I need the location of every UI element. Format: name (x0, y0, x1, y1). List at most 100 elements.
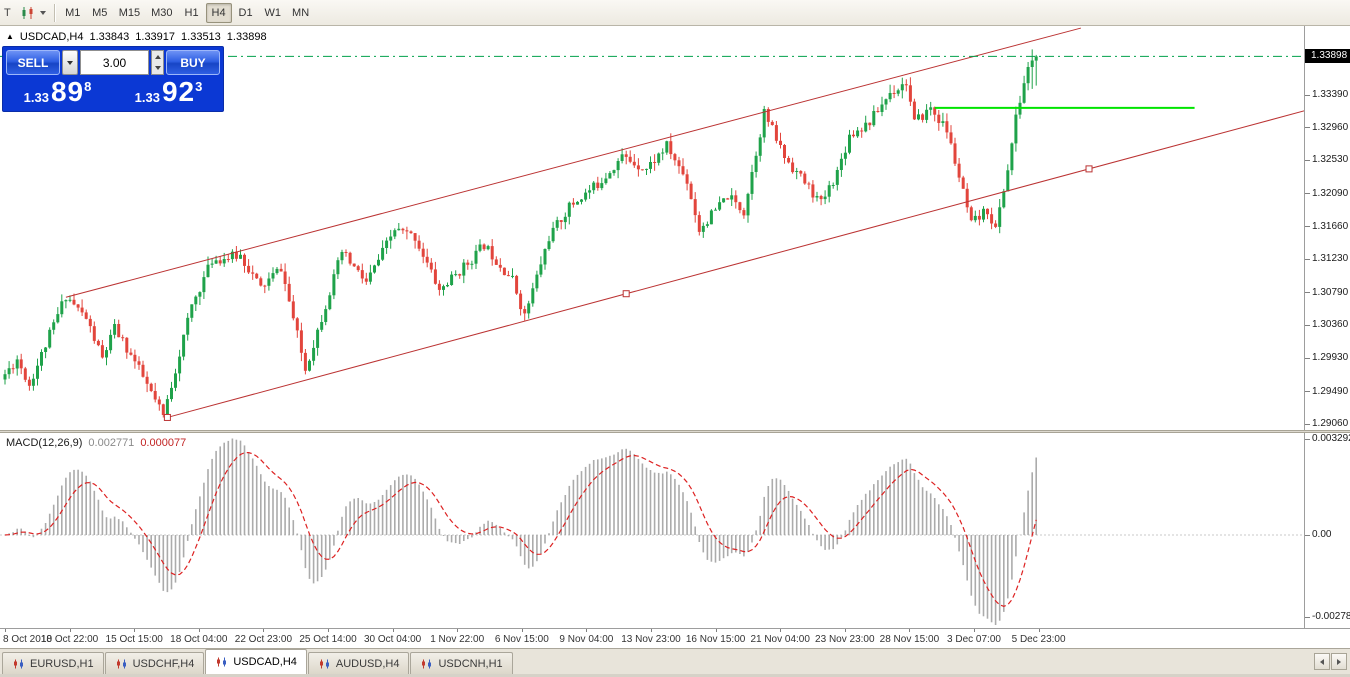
price-axis-tick (1305, 423, 1310, 425)
chart-tab-usdcad[interactable]: USDCAD,H4 (205, 649, 307, 674)
macd-axis-label: 0.00 (1312, 529, 1332, 540)
price-axis-label: 1.30790 (1312, 286, 1349, 298)
macd-axis[interactable]: 0.003292 0.00 -0.002787 (1304, 433, 1350, 628)
timeframe-button-d1[interactable]: D1 (233, 3, 259, 23)
time-axis-tick (651, 629, 652, 632)
price-axis-label: 1.32960 (1312, 121, 1349, 133)
ask-big-figure: 1.33 (134, 90, 160, 105)
chart-tab-eurusd[interactable]: EURUSD,H1 (2, 652, 104, 674)
ohlc-high: 1.33917 (135, 31, 176, 43)
time-axis-label: 5 Dec 23:00 (1011, 634, 1066, 645)
time-axis-label: 13 Nov 23:00 (621, 634, 681, 645)
timeframe-button-m1[interactable]: M1 (60, 3, 86, 23)
macd-main-value: 0.002771 (88, 437, 135, 449)
chart-tab-audusd[interactable]: AUDUSD,H4 (307, 652, 410, 674)
chevron-down-icon[interactable] (39, 10, 46, 15)
chart-tab-label: AUDUSD,H4 (335, 657, 400, 670)
chevron-down-icon (67, 60, 73, 65)
timeframe-button-h4[interactable]: H4 (205, 2, 232, 23)
price-axis-label: 1.32530 (1312, 154, 1349, 166)
pane-divider[interactable] (0, 430, 1350, 433)
bid-big-figure: 1.33 (23, 90, 49, 105)
timeframe-buttons-group: M1 M5 M15 M30 H1 H4 D1 W1 MN (60, 2, 314, 23)
time-axis-tick (5, 629, 6, 632)
time-axis-label: 15 Oct 15:00 (105, 634, 163, 645)
bid-pips: 89 (50, 76, 85, 107)
stepper-down-icon[interactable] (152, 63, 163, 75)
chart-tab-label: USDCNH,H1 (438, 657, 503, 670)
chart-tab-label: USDCAD,H4 (233, 656, 297, 668)
price-axis-tick (1305, 258, 1310, 260)
time-axis-tick (844, 629, 846, 632)
tab-scroll-left-button[interactable] (1314, 653, 1330, 670)
time-axis-tick (1038, 629, 1040, 632)
time-axis-label: 1 Nov 22:00 (430, 634, 485, 645)
macd-indicator-readout: MACD(12,26,9) 0.002771 0.000077 (6, 437, 186, 449)
volume-dropdown-button[interactable] (62, 50, 78, 75)
ohlc-close: 1.33898 (226, 31, 267, 43)
timeframe-button-h1[interactable]: H1 (179, 3, 205, 23)
macd-axis-tick (1305, 616, 1310, 618)
buy-button[interactable]: BUY (166, 50, 220, 75)
macd-indicator-name: MACD(12,26,9) (6, 437, 83, 449)
price-axis-tick (1305, 159, 1310, 161)
time-axis-tick (780, 629, 782, 632)
macd-signal-line (4, 451, 1037, 607)
one-click-trading-panel: SELL 3.00 BUY 1.33 89 8 1.33 92 3 (2, 46, 224, 112)
chart-symbol-period: USDCAD,H4 (19, 31, 84, 43)
timeframe-button-m30[interactable]: M30 (146, 3, 177, 23)
chart-tab-bar: EURUSD,H1 USDCHF,H4 USDCAD,H4 AUDUSD,H4 USDC… (0, 648, 1350, 674)
volume-input[interactable]: 3.00 (80, 50, 149, 75)
timeframe-button-mn[interactable]: MN (287, 3, 314, 23)
timeframe-toolbar: T M1 M5 M15 M30 H1 H4 D1 W1 MN (0, 0, 1350, 26)
chart-type-icon[interactable] (16, 3, 40, 23)
chart-tab-usdchf[interactable]: USDCHF,H4 (104, 652, 205, 674)
tab-scroll-buttons (1314, 653, 1347, 670)
ask-pips: 92 (161, 76, 196, 107)
time-axis[interactable]: 8 Oct 2018 10 Oct 22:00 15 Oct 15:00 18 Oct… (0, 628, 1350, 648)
tab-scroll-right-button[interactable] (1331, 653, 1347, 670)
timeframe-button-m15[interactable]: M15 (114, 3, 145, 23)
bid-price-display[interactable]: 1.33 89 8 (8, 77, 107, 110)
price-axis[interactable]: 1.33390 1.32960 1.32530 1.32090 1.31660 1.312… (1304, 26, 1350, 430)
price-axis-tick (1305, 391, 1310, 393)
macd-axis-tick (1305, 438, 1310, 440)
chart-ohlc-readout: ▲ USDCAD,H4 1.33843 1.33917 1.33513 1.33… (6, 31, 267, 43)
timeframe-button-w1[interactable]: W1 (260, 3, 287, 23)
time-axis-label: 25 Oct 14:00 (299, 634, 357, 645)
sell-button[interactable]: SELL (6, 50, 60, 75)
timeframe-button-m5[interactable]: M5 (87, 3, 113, 23)
price-axis-tick (1305, 127, 1310, 129)
time-axis-label: 21 Nov 04:00 (750, 634, 810, 645)
one-click-controls-row: SELL 3.00 BUY (6, 50, 220, 75)
ohlc-open: 1.33843 (89, 31, 130, 43)
chart-tab-usdcnh[interactable]: USDCNH,H1 (410, 652, 513, 674)
chevron-right-icon (1337, 658, 1341, 665)
one-click-collapse-arrow-icon[interactable]: ▲ (6, 32, 14, 41)
stepper-up-icon[interactable] (152, 51, 163, 63)
time-axis-tick (457, 629, 459, 632)
time-axis-tick (198, 629, 200, 632)
macd-axis-label: -0.002787 (1312, 611, 1350, 622)
ask-point: 3 (195, 79, 203, 94)
toolbar-left-text: T (4, 6, 11, 19)
time-axis-tick (586, 629, 588, 632)
candlestick-chart-icon (12, 659, 25, 669)
time-axis-tick (328, 629, 329, 632)
time-axis-label: 9 Nov 04:00 (559, 634, 614, 645)
time-axis-label: 3 Dec 07:00 (947, 634, 1001, 645)
price-axis-label: 1.29060 (1312, 418, 1349, 430)
volume-stepper[interactable] (151, 50, 164, 75)
bottom-strip (0, 674, 1350, 677)
candlestick-chart-icon (115, 659, 128, 669)
chart-tab-label: EURUSD,H1 (30, 657, 94, 670)
time-axis-label: 8 Oct 2018 (3, 634, 52, 645)
ask-price-display[interactable]: 1.33 92 3 (119, 77, 218, 110)
time-axis-label: 16 Nov 15:00 (685, 634, 746, 645)
price-axis-label: 1.33390 (1312, 89, 1349, 100)
time-axis-label: 6 Nov 15:00 (494, 634, 549, 645)
macd-canvas[interactable] (0, 433, 1304, 628)
time-axis-tick (715, 629, 717, 632)
price-axis-tick (1305, 94, 1310, 96)
